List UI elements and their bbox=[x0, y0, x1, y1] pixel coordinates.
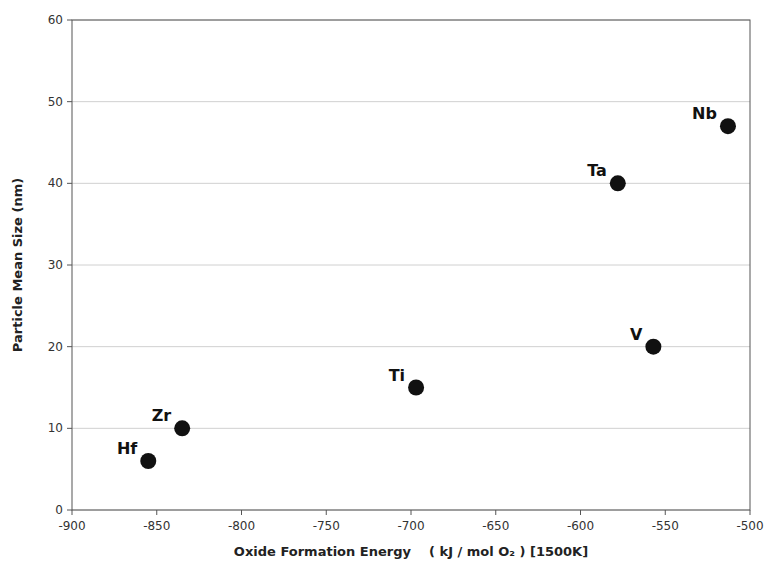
x-tick bbox=[750, 510, 751, 515]
grid-line bbox=[72, 101, 750, 102]
x-tick-label: -850 bbox=[143, 519, 170, 533]
point bbox=[408, 380, 424, 396]
x-axis-label: Oxide Formation Energy ( kJ / mol O₂ ) [… bbox=[234, 544, 588, 559]
y-tick bbox=[67, 428, 72, 429]
grid-line bbox=[72, 428, 750, 429]
y-tick-label: 60 bbox=[48, 13, 63, 27]
x-tick-label: -750 bbox=[313, 519, 340, 533]
x-tick-label: -900 bbox=[58, 519, 85, 533]
x-tick bbox=[156, 510, 157, 515]
grid-line bbox=[72, 183, 750, 184]
y-tick-label: 0 bbox=[55, 503, 63, 517]
axes: -900 -850 -800 -750 -700 -650 -600 -550 -500 0 10 2… bbox=[48, 13, 764, 533]
x-tick-label: -800 bbox=[228, 519, 255, 533]
chart-container: -900 -850 -800 -750 -700 -650 -600 -550 -500 0 10 2… bbox=[0, 0, 772, 574]
x-tick bbox=[326, 510, 327, 515]
y-tick-label: 50 bbox=[48, 95, 63, 109]
x-tick bbox=[665, 510, 666, 515]
y-tick-label: 40 bbox=[48, 176, 63, 190]
x-tick bbox=[241, 510, 242, 515]
point-label: Hf bbox=[117, 439, 138, 458]
y-tick-label: 30 bbox=[48, 258, 63, 272]
x-tick bbox=[72, 510, 73, 515]
y-tick bbox=[67, 183, 72, 184]
point bbox=[174, 420, 190, 436]
point bbox=[610, 175, 626, 191]
x-tick-label: -550 bbox=[652, 519, 679, 533]
grid-line bbox=[72, 265, 750, 266]
y-tick bbox=[67, 265, 72, 266]
point-label: V bbox=[630, 325, 643, 344]
y-axis-label: Particle Mean Size (nm) bbox=[10, 178, 25, 352]
x-tick-label: -650 bbox=[482, 519, 509, 533]
y-tick bbox=[67, 20, 72, 21]
chart-svg: -900 -850 -800 -750 -700 -650 -600 -550 -500 0 10 2… bbox=[0, 0, 772, 574]
x-tick bbox=[495, 510, 496, 515]
point-label: Zr bbox=[152, 406, 172, 425]
x-tick-label: -500 bbox=[736, 519, 763, 533]
points bbox=[140, 118, 736, 469]
point-label: Ta bbox=[587, 161, 607, 180]
x-tick-label: -600 bbox=[567, 519, 594, 533]
point-labels: Hf Zr Ti Ta V Nb bbox=[117, 104, 717, 458]
point-label: Ti bbox=[389, 366, 405, 385]
x-tick bbox=[411, 510, 412, 515]
point bbox=[140, 453, 156, 469]
y-tick bbox=[67, 346, 72, 347]
x-tick bbox=[580, 510, 581, 515]
y-tick bbox=[67, 510, 72, 511]
point bbox=[645, 339, 661, 355]
y-tick bbox=[67, 101, 72, 102]
y-tick-label: 10 bbox=[48, 421, 63, 435]
grid bbox=[72, 20, 750, 510]
point bbox=[720, 118, 736, 134]
x-tick-label: -700 bbox=[397, 519, 424, 533]
point-label: Nb bbox=[692, 104, 717, 123]
plot-frame bbox=[72, 20, 750, 510]
y-tick-label: 20 bbox=[48, 340, 63, 354]
